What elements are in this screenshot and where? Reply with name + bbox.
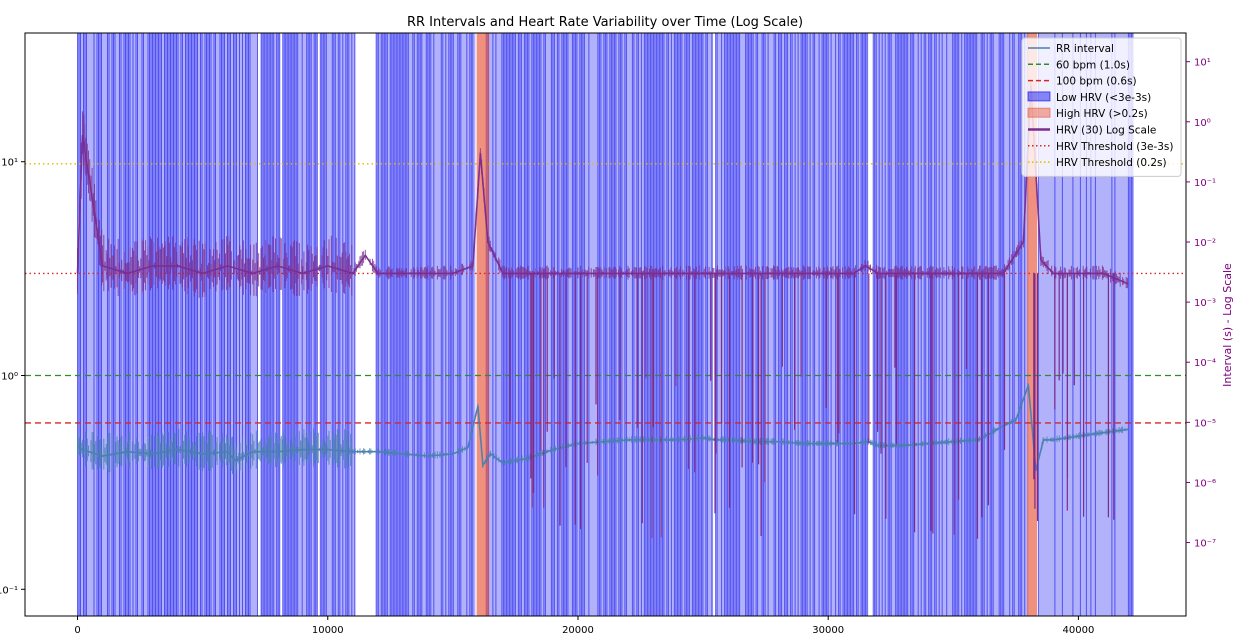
high-hrv-region bbox=[477, 33, 490, 616]
chart-title: RR Intervals and Heart Rate Variability … bbox=[407, 15, 803, 30]
y-tick-label: 10¹ bbox=[1, 158, 18, 169]
low-hrv-stripes bbox=[262, 33, 280, 616]
y-axis-left: 10⁻¹ 10⁰ 10¹ bbox=[0, 158, 25, 597]
y2-tick-label: 10⁻⁷ bbox=[1194, 539, 1216, 550]
legend-label: HRV Threshold (3e-3s) bbox=[1056, 141, 1174, 153]
legend-label: 100 bpm (0.6s) bbox=[1056, 76, 1137, 88]
x-axis: 0 10000 20000 30000 40000 bbox=[74, 616, 1094, 636]
x-tick-label: 20000 bbox=[562, 625, 594, 636]
low-hrv-region bbox=[320, 33, 355, 616]
legend-swatch bbox=[1028, 108, 1050, 117]
y2-tick-label: 10⁻¹ bbox=[1194, 178, 1216, 189]
x-tick-label: 40000 bbox=[1063, 625, 1095, 636]
y-tick-label: 10⁻¹ bbox=[0, 585, 18, 596]
legend-label: Low HRV (<3e-3s) bbox=[1056, 92, 1151, 104]
legend: RR interval 60 bpm (1.0s) 100 bpm (0.6s) Lo… bbox=[1022, 38, 1181, 176]
y2-tick-label: 10⁰ bbox=[1194, 118, 1211, 129]
legend-label: High HRV (>0.2s) bbox=[1056, 108, 1148, 120]
legend-swatch bbox=[1028, 92, 1050, 101]
y2-tick-label: 10⁻⁵ bbox=[1194, 418, 1216, 429]
y2-tick-label: 10⁻⁴ bbox=[1194, 358, 1216, 369]
legend-label: 60 bpm (1.0s) bbox=[1056, 59, 1130, 71]
hrv-regions bbox=[78, 33, 1134, 616]
legend-label: HRV Threshold (0.2s) bbox=[1056, 157, 1167, 169]
legend-label: RR interval bbox=[1056, 43, 1114, 55]
y2-axis-label: Interval (s) - Log Scale bbox=[1221, 263, 1234, 387]
y-axis-right: 10⁻⁷ 10⁻⁶ 10⁻⁵ 10⁻⁴ 10⁻³ 10⁻² 10⁻¹ 10⁰ 10¹ bbox=[1186, 58, 1216, 550]
y2-tick-label: 10⁻⁶ bbox=[1194, 478, 1216, 489]
x-tick-label: 30000 bbox=[812, 625, 844, 636]
y2-tick-label: 10⁻² bbox=[1194, 238, 1216, 249]
y-tick-label: 10⁰ bbox=[1, 372, 18, 383]
low-hrv-region bbox=[283, 33, 318, 616]
legend-label: HRV (30) Log Scale bbox=[1056, 125, 1156, 137]
x-tick-label: 0 bbox=[74, 625, 80, 636]
y2-tick-label: 10¹ bbox=[1194, 58, 1211, 69]
y2-tick-label: 10⁻³ bbox=[1194, 298, 1216, 309]
x-tick-label: 10000 bbox=[312, 625, 344, 636]
